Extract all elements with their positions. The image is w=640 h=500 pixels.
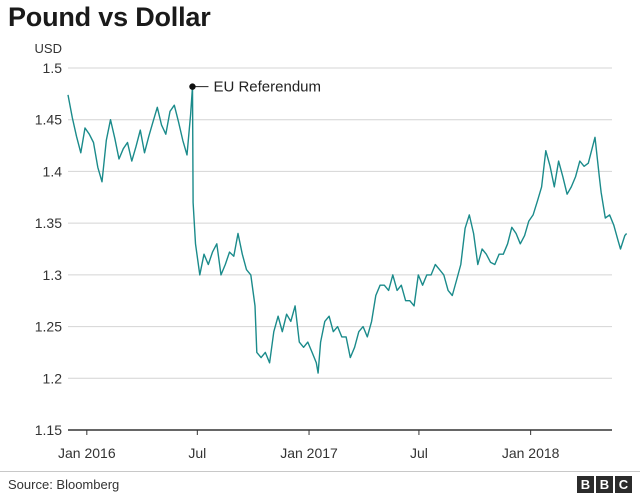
y-tick-label: 1.15 — [35, 422, 62, 438]
series-line-gbp-usd — [67, 85, 628, 374]
x-tick-label: Jul — [188, 445, 206, 461]
source-note: Source: Bloomberg — [8, 477, 120, 492]
y-tick-label: 1.3 — [43, 267, 63, 283]
x-tick-label: Jan 2018 — [502, 445, 560, 461]
bbc-logo: B B C — [577, 476, 632, 493]
x-tick-label: Jul — [410, 445, 428, 461]
bbc-logo-letter-1: B — [577, 476, 594, 493]
bbc-logo-letter-3: C — [615, 476, 632, 493]
y-tick-label: 1.2 — [43, 370, 63, 386]
y-tick-label: 1.45 — [35, 112, 62, 128]
chart-title: Pound vs Dollar — [8, 2, 211, 32]
footer-divider — [0, 471, 640, 472]
x-tick-label: Jan 2017 — [280, 445, 338, 461]
y-tick-label: 1.35 — [35, 215, 62, 231]
y-tick-label: 1.25 — [35, 319, 62, 335]
bbc-logo-letter-2: B — [596, 476, 613, 493]
x-tick-label: Jan 2016 — [58, 445, 116, 461]
annotation-dot — [189, 83, 196, 90]
line-chart: 1.15 1.2 1.25 1.3 1.35 1.4 1.45 1.5 USD Jan 2016 J… — [35, 41, 628, 461]
y-tick-label: 1.5 — [43, 60, 63, 76]
y-axis-unit-label: USD — [35, 41, 62, 56]
y-tick-label: 1.4 — [43, 163, 63, 179]
annotation-label: EU Referendum — [213, 79, 321, 96]
